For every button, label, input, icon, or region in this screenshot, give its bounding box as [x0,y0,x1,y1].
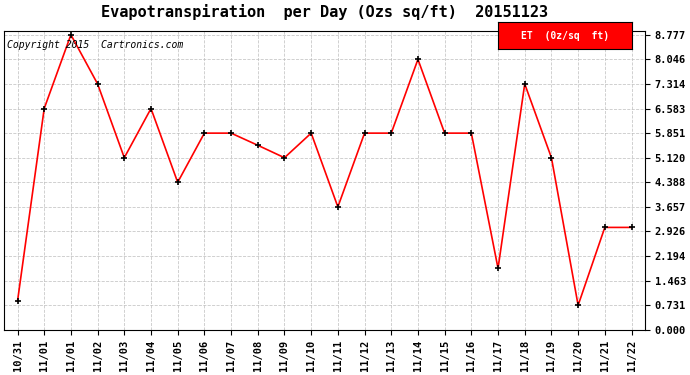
Text: Copyright 2015  Cartronics.com: Copyright 2015 Cartronics.com [8,40,184,50]
Title: Evapotranspiration  per Day (Ozs sq/ft)  20151123: Evapotranspiration per Day (Ozs sq/ft) 2… [101,4,548,20]
